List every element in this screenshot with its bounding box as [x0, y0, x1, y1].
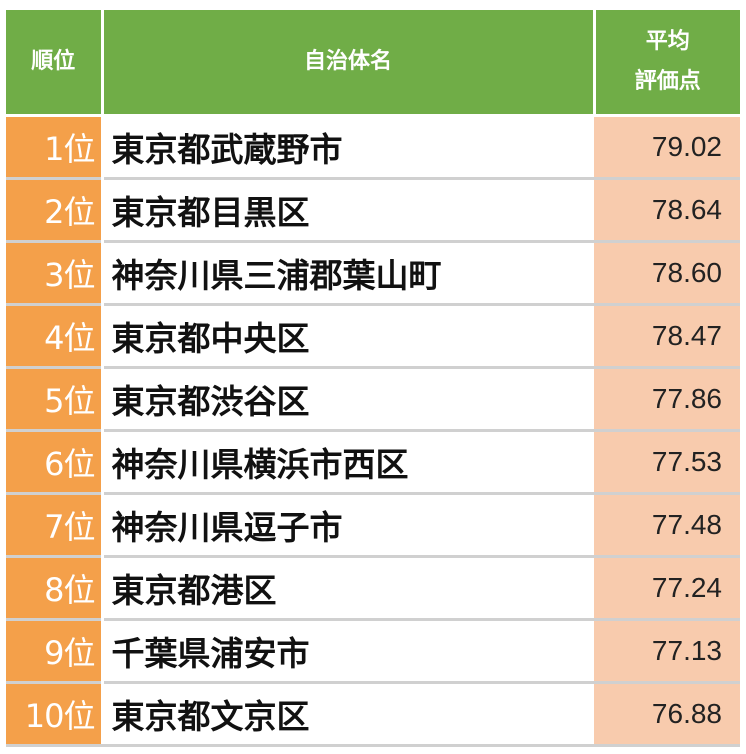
score-header-line2: 評価点 [634, 69, 701, 94]
rank-cell: 4位 [6, 303, 104, 368]
rank-cell: 1位 [6, 114, 104, 179]
score-header-line1: 平均 [645, 29, 690, 54]
rank-cell: 3位 [6, 240, 104, 305]
ranking-table-container: 順位 自治体名 平均 評価点 1位 東京都武蔵野市 79.02 2位 東京都目黒… [6, 10, 740, 747]
score-cell: 76.88 [594, 681, 740, 747]
table-row: 4位 東京都中央区 78.47 [6, 303, 740, 368]
municipality-cell: 東京都港区 [102, 555, 594, 620]
rank-cell: 7位 [6, 492, 104, 557]
municipality-cell: 千葉県浦安市 [102, 618, 594, 683]
municipality-cell: 神奈川県逗子市 [102, 492, 594, 557]
score-cell: 79.02 [594, 114, 740, 179]
municipality-cell: 神奈川県三浦郡葉山町 [102, 240, 594, 305]
score-cell: 77.13 [594, 618, 740, 683]
rank-cell: 6位 [6, 429, 104, 494]
score-cell: 78.64 [594, 177, 740, 242]
ranking-table: 順位 自治体名 平均 評価点 1位 東京都武蔵野市 79.02 2位 東京都目黒… [6, 10, 740, 747]
rank-cell: 9位 [6, 618, 104, 683]
header-row: 順位 自治体名 平均 評価点 [6, 10, 740, 116]
score-cell: 77.24 [594, 555, 740, 620]
rank-header: 順位 [6, 10, 104, 116]
score-cell: 77.48 [594, 492, 740, 557]
score-cell: 77.53 [594, 429, 740, 494]
rank-cell: 8位 [6, 555, 104, 620]
table-row: 7位 神奈川県逗子市 77.48 [6, 492, 740, 557]
table-row: 5位 東京都渋谷区 77.86 [6, 366, 740, 431]
municipality-cell: 東京都文京区 [102, 681, 594, 747]
score-cell: 77.86 [594, 366, 740, 431]
table-row: 10位 東京都文京区 76.88 [6, 681, 740, 747]
table-row: 3位 神奈川県三浦郡葉山町 78.60 [6, 240, 740, 305]
municipality-cell: 東京都目黒区 [102, 177, 594, 242]
score-cell: 78.47 [594, 303, 740, 368]
rank-cell: 10位 [6, 681, 104, 747]
table-row: 2位 東京都目黒区 78.64 [6, 177, 740, 242]
score-header: 平均 評価点 [594, 10, 740, 116]
municipality-cell: 東京都渋谷区 [102, 366, 594, 431]
table-row: 1位 東京都武蔵野市 79.02 [6, 114, 740, 179]
table-row: 9位 千葉県浦安市 77.13 [6, 618, 740, 683]
table-row: 6位 神奈川県横浜市西区 77.53 [6, 429, 740, 494]
municipality-cell: 東京都武蔵野市 [102, 114, 594, 179]
name-header: 自治体名 [102, 10, 596, 116]
rank-cell: 5位 [6, 366, 104, 431]
municipality-cell: 神奈川県横浜市西区 [102, 429, 594, 494]
score-cell: 78.60 [594, 240, 740, 305]
rank-cell: 2位 [6, 177, 104, 242]
table-row: 8位 東京都港区 77.24 [6, 555, 740, 620]
municipality-cell: 東京都中央区 [102, 303, 594, 368]
